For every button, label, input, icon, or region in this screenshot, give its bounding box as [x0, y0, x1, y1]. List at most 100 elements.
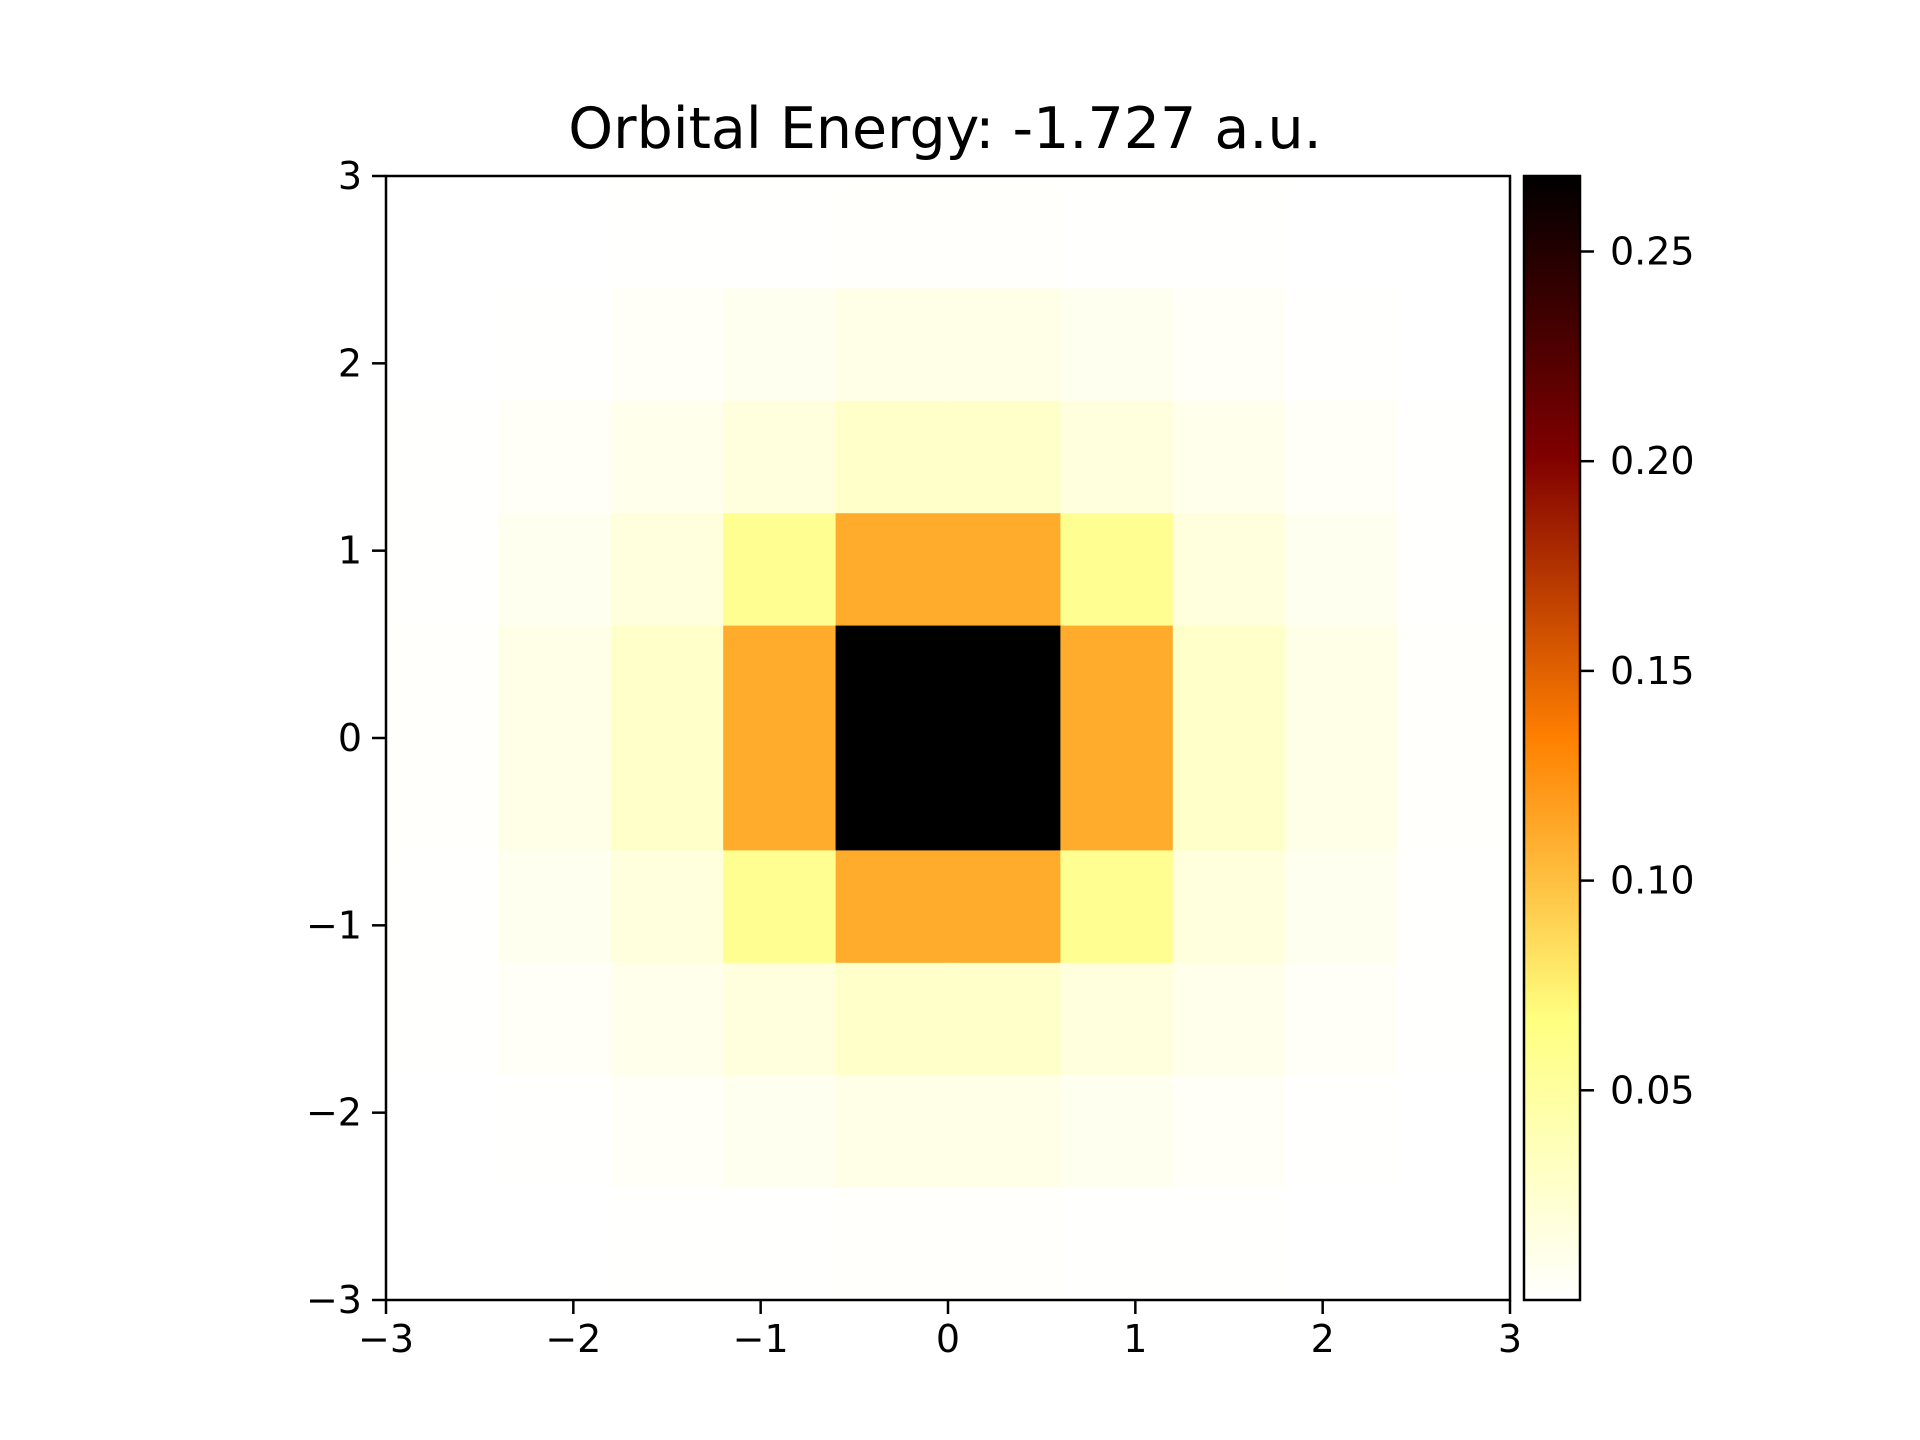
heatmap-cell-1-7 [1172, 288, 1286, 402]
heatmap-cell-9-5 [948, 1187, 1061, 1301]
heatmap-cell-3-1 [498, 513, 612, 627]
heatmap-cell-6-4 [835, 850, 949, 964]
y-tick-label: −3 [306, 1278, 362, 1322]
heatmap-cell-2-2 [610, 400, 724, 514]
heatmap-cell-9-4 [835, 1187, 949, 1301]
heatmap-cell-2-1 [498, 400, 612, 514]
heatmap-cells [386, 176, 1511, 1301]
x-tick-label: −1 [733, 1317, 789, 1361]
heatmap-cell-7-7 [1172, 962, 1286, 1076]
x-tick-label: −2 [545, 1317, 601, 1361]
heatmap-cell-9-8 [1285, 1187, 1399, 1301]
heatmap-cell-1-9 [1397, 288, 1511, 402]
heatmap-cell-4-6 [1060, 625, 1174, 739]
heatmap-cell-5-5 [948, 738, 1061, 851]
heatmap-cell-0-7 [1172, 176, 1286, 289]
y-axis: −3 −2 −1 0 1 2 3 [306, 154, 386, 1322]
heatmap-cell-1-3 [723, 288, 837, 402]
heatmap-cell-7-6 [1060, 962, 1174, 1076]
heatmap-cell-8-9 [1397, 1075, 1511, 1189]
y-tick-label: 0 [338, 716, 362, 760]
heatmap-cell-8-5 [948, 1075, 1061, 1189]
heatmap-cell-1-2 [610, 288, 724, 402]
x-tick-label: 3 [1498, 1317, 1522, 1361]
heatmap-cell-8-7 [1172, 1075, 1286, 1189]
heatmap-cell-3-0 [386, 513, 499, 627]
heatmap-cell-7-2 [610, 962, 724, 1076]
heatmap-cell-3-6 [1060, 513, 1174, 627]
heatmap-cell-6-1 [498, 850, 612, 964]
heatmap-cell-1-0 [386, 288, 499, 402]
x-tick-label: −3 [358, 1317, 414, 1361]
heatmap-cell-3-4 [835, 513, 949, 627]
heatmap-cell-7-4 [835, 962, 949, 1076]
heatmap-cell-4-9 [1397, 625, 1511, 739]
heatmap-cell-7-8 [1285, 962, 1399, 1076]
colorbar-ticks: 0.05 0.10 0.15 0.20 0.25 [1580, 229, 1695, 1112]
heatmap-cell-3-9 [1397, 513, 1511, 627]
heatmap-cell-7-9 [1397, 962, 1511, 1076]
heatmap-cell-8-8 [1285, 1075, 1399, 1189]
heatmap-cell-9-0 [386, 1187, 499, 1301]
colorbar-gradient [1524, 176, 1580, 1300]
heatmap-cell-9-2 [610, 1187, 724, 1301]
x-tick-label: 0 [936, 1317, 960, 1361]
heatmap-cell-7-3 [723, 962, 837, 1076]
heatmap-cell-4-4 [835, 625, 949, 739]
heatmap-cell-8-2 [610, 1075, 724, 1189]
heatmap-cell-5-8 [1285, 738, 1399, 851]
heatmap-cell-3-8 [1285, 513, 1399, 627]
heatmap-cell-6-2 [610, 850, 724, 964]
colorbar-tick-label: 0.15 [1610, 649, 1695, 693]
heatmap-cell-3-2 [610, 513, 724, 627]
heatmap-cell-9-9 [1397, 1187, 1511, 1301]
chart-title: Orbital Energy: -1.727 a.u. [568, 96, 1321, 162]
heatmap-cell-8-6 [1060, 1075, 1174, 1189]
heatmap-cell-0-2 [610, 176, 724, 289]
heatmap-cell-6-7 [1172, 850, 1286, 964]
heatmap-cell-8-4 [835, 1075, 949, 1189]
y-tick-label: 3 [338, 154, 362, 198]
heatmap-cell-0-1 [498, 176, 612, 289]
heatmap-cell-1-1 [498, 288, 612, 402]
x-tick-label: 2 [1311, 1317, 1335, 1361]
heatmap-cell-4-3 [723, 625, 837, 739]
colorbar: 0.05 0.10 0.15 0.20 0.25 [1522, 174, 1695, 1302]
heatmap-cell-0-8 [1285, 176, 1399, 289]
heatmap-cell-6-0 [386, 850, 499, 964]
heatmap-cell-0-6 [1060, 176, 1174, 289]
y-tick-label: 1 [338, 529, 362, 573]
heatmap-cell-1-5 [948, 288, 1061, 402]
heatmap-cell-5-9 [1397, 738, 1511, 851]
heatmap-cell-4-5 [948, 625, 1061, 739]
heatmap-cell-8-3 [723, 1075, 837, 1189]
heatmap-cell-2-6 [1060, 400, 1174, 514]
heatmap-cell-8-1 [498, 1075, 612, 1189]
heatmap-cell-4-1 [498, 625, 612, 739]
heatmap-cell-6-9 [1397, 850, 1511, 964]
heatmap-cell-0-4 [835, 176, 949, 289]
heatmap-cell-3-3 [723, 513, 837, 627]
x-tick-label: 1 [1123, 1317, 1147, 1361]
heatmap-cell-6-5 [948, 850, 1061, 964]
heatmap-cell-2-5 [948, 400, 1061, 514]
y-tick-label: −1 [306, 903, 362, 947]
heatmap-cell-5-1 [498, 738, 612, 851]
heatmap-cell-7-0 [386, 962, 499, 1076]
heatmap-cell-4-8 [1285, 625, 1399, 739]
heatmap-cell-0-5 [948, 176, 1061, 289]
heatmap-cell-2-7 [1172, 400, 1286, 514]
heatmap-cell-0-0 [386, 176, 499, 289]
colorbar-tick-label: 0.25 [1610, 229, 1695, 273]
colorbar-tick-label: 0.05 [1610, 1068, 1695, 1112]
heatmap-cell-5-0 [386, 738, 499, 851]
heatmap-cell-5-6 [1060, 738, 1174, 851]
heatmap-cell-2-3 [723, 400, 837, 514]
heatmap-cell-3-7 [1172, 513, 1286, 627]
heatmap-cell-1-4 [835, 288, 949, 402]
heatmap-cell-0-9 [1397, 176, 1511, 289]
heatmap-cell-5-7 [1172, 738, 1286, 851]
heatmap-cell-7-1 [498, 962, 612, 1076]
heatmap-cell-9-3 [723, 1187, 837, 1301]
